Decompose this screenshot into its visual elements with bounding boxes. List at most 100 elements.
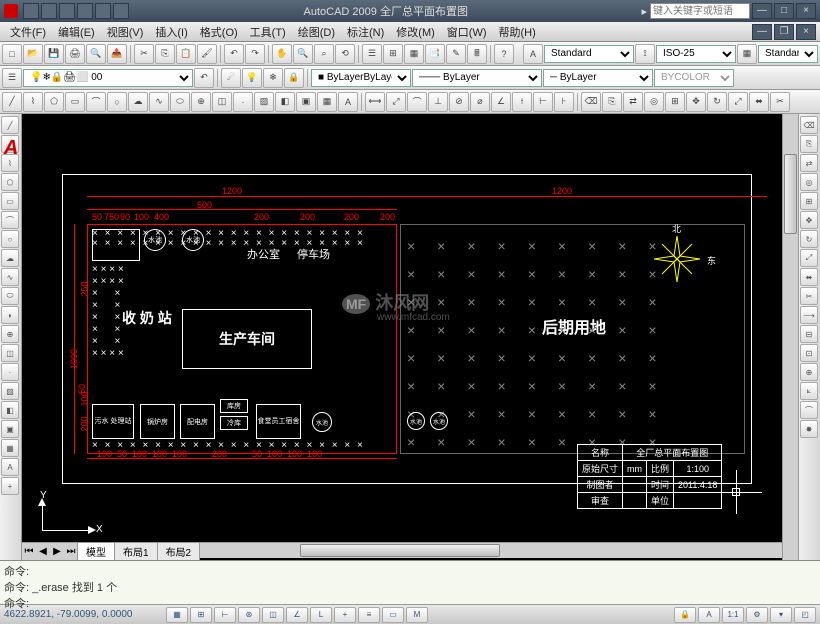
dc-icon[interactable]: ⊞ xyxy=(383,44,403,64)
dim-ang-icon[interactable]: ∠ xyxy=(491,92,511,112)
textstyle-icon[interactable]: A xyxy=(523,44,543,64)
menu-tools[interactable]: 工具(T) xyxy=(244,22,292,42)
menu-view[interactable]: 视图(V) xyxy=(101,22,150,42)
tab-prev-icon[interactable]: ◀ xyxy=(36,546,50,557)
revcloud-icon[interactable]: ☁ xyxy=(128,92,148,112)
zoomwin-icon[interactable]: ⌕ xyxy=(314,44,334,64)
break1-icon[interactable]: ⊟ xyxy=(800,325,818,343)
addsel-icon[interactable]: + xyxy=(1,477,19,495)
menu-format[interactable]: 格式(O) xyxy=(194,22,244,42)
menu-draw[interactable]: 绘图(D) xyxy=(292,22,341,42)
dim-rad-icon[interactable]: ⊘ xyxy=(449,92,469,112)
undo-icon[interactable]: ↶ xyxy=(224,44,244,64)
copy-icon[interactable]: ⎘ xyxy=(155,44,175,64)
dim-ali-icon[interactable]: ⤢ xyxy=(386,92,406,112)
preview-icon[interactable]: 🔍 xyxy=(86,44,106,64)
command-line[interactable]: 命令: 命令: _.erase 找到 1 个 命令: xyxy=(0,560,820,604)
tab-last-icon[interactable]: ⏭ xyxy=(64,546,78,557)
arc3-icon[interactable]: ⌒ xyxy=(1,211,19,229)
layer-mgr-icon[interactable]: ☰ xyxy=(2,68,22,88)
layer-dropdown[interactable]: 💡❄🔒🖨⬜ 00 xyxy=(23,69,193,87)
save-icon[interactable]: 💾 xyxy=(44,44,64,64)
tab-layout1[interactable]: 布局1 xyxy=(114,542,158,560)
mtext-icon[interactable]: A xyxy=(338,92,358,112)
new-icon[interactable]: □ xyxy=(2,44,22,64)
publish-icon[interactable]: 📤 xyxy=(107,44,127,64)
cut-icon[interactable]: ✂ xyxy=(134,44,154,64)
dim-arc-icon[interactable]: ⌒ xyxy=(407,92,427,112)
markup-icon[interactable]: ✎ xyxy=(446,44,466,64)
menu-insert[interactable]: 插入(I) xyxy=(149,22,193,42)
chamfer-icon[interactable]: ⟀ xyxy=(800,382,818,400)
circle2-icon[interactable]: ○ xyxy=(107,92,127,112)
qat-redo-icon[interactable] xyxy=(95,3,111,19)
spline2-icon[interactable]: ∿ xyxy=(1,268,19,286)
dim-lin-icon[interactable]: ⟷ xyxy=(365,92,385,112)
erase-icon[interactable]: ⌫ xyxy=(581,92,601,112)
arc2-icon[interactable]: ⌒ xyxy=(86,92,106,112)
scale2-icon[interactable]: ⤢ xyxy=(800,249,818,267)
close-button[interactable]: × xyxy=(796,3,816,19)
ellarc-icon[interactable]: ◗ xyxy=(1,306,19,324)
text-style-dropdown[interactable]: Standard xyxy=(544,45,634,63)
table2-icon[interactable]: ▦ xyxy=(1,439,19,457)
layer-iso-icon[interactable]: ☄ xyxy=(221,68,241,88)
extend-icon[interactable]: ⟶ xyxy=(800,306,818,324)
offset2-icon[interactable]: ◎ xyxy=(800,173,818,191)
rect2-icon[interactable]: ▭ xyxy=(1,192,19,210)
color-dropdown[interactable]: ■ ByLayerByLayer xyxy=(311,69,411,87)
stretch-icon[interactable]: ⬌ xyxy=(749,92,769,112)
plotstyle-dropdown[interactable]: BYCOLOR xyxy=(654,69,734,87)
scale-icon[interactable]: ⤢ xyxy=(728,92,748,112)
erase2-icon[interactable]: ⌫ xyxy=(800,116,818,134)
point3-icon[interactable]: · xyxy=(1,363,19,381)
menu-window[interactable]: 窗口(W) xyxy=(441,22,493,42)
layer-frz-icon[interactable]: ❄ xyxy=(263,68,283,88)
layer-off-icon[interactable]: 💡 xyxy=(242,68,262,88)
help-icon[interactable]: ? xyxy=(494,44,514,64)
rotate-icon[interactable]: ↻ xyxy=(707,92,727,112)
pan-icon[interactable]: ✋ xyxy=(272,44,292,64)
mirror-icon[interactable]: ⇄ xyxy=(623,92,643,112)
copy3-icon[interactable]: ⎘ xyxy=(800,135,818,153)
dim-style-dropdown[interactable]: ISO-25 xyxy=(656,45,736,63)
trim2-icon[interactable]: ✂ xyxy=(800,287,818,305)
help-search-input[interactable] xyxy=(650,3,750,19)
hatch2-icon[interactable]: ▨ xyxy=(254,92,274,112)
region-icon[interactable]: ▣ xyxy=(296,92,316,112)
fillet-icon[interactable]: ⌒ xyxy=(800,401,818,419)
layer-lock-icon[interactable]: 🔒 xyxy=(284,68,304,88)
break2-icon[interactable]: ⊡ xyxy=(800,344,818,362)
region2-icon[interactable]: ▣ xyxy=(1,420,19,438)
move2-icon[interactable]: ✥ xyxy=(800,211,818,229)
zoomprev-icon[interactable]: ⟲ xyxy=(335,44,355,64)
tp-icon[interactable]: ▦ xyxy=(404,44,424,64)
table-style-dropdown[interactable]: Standard xyxy=(758,45,818,63)
polygon-icon[interactable]: ⬠ xyxy=(44,92,64,112)
maximize-button[interactable]: □ xyxy=(774,3,794,19)
tablestyle-icon[interactable]: ▦ xyxy=(737,44,757,64)
copy2-icon[interactable]: ⎘ xyxy=(602,92,622,112)
array-icon[interactable]: ⊞ xyxy=(665,92,685,112)
redo-icon[interactable]: ↷ xyxy=(245,44,265,64)
zoom-icon[interactable]: 🔍 xyxy=(293,44,313,64)
gradient-icon[interactable]: ◧ xyxy=(275,92,295,112)
paste-icon[interactable]: 📋 xyxy=(176,44,196,64)
qat-print-icon[interactable] xyxy=(113,3,129,19)
array2-icon[interactable]: ⊞ xyxy=(800,192,818,210)
tab-first-icon[interactable]: ⏮ xyxy=(22,546,36,557)
insert2-icon[interactable]: ⊕ xyxy=(1,325,19,343)
qat-save-icon[interactable] xyxy=(59,3,75,19)
props-icon[interactable]: ☰ xyxy=(362,44,382,64)
point2-icon[interactable]: · xyxy=(233,92,253,112)
insert-icon[interactable]: ⊕ xyxy=(191,92,211,112)
dim-base-icon[interactable]: ⊢ xyxy=(533,92,553,112)
mtext2-icon[interactable]: A xyxy=(1,458,19,476)
spline-icon[interactable]: ∿ xyxy=(149,92,169,112)
menu-dim[interactable]: 标注(N) xyxy=(341,22,390,42)
drawing-canvas[interactable]: 1200 1200 500 400 50 750 90 100 200 200 … xyxy=(22,114,798,560)
mirror2-icon[interactable]: ⇄ xyxy=(800,154,818,172)
block-icon[interactable]: ◫ xyxy=(212,92,232,112)
match-icon[interactable]: 🖌 xyxy=(197,44,217,64)
dim-ord-icon[interactable]: ⊥ xyxy=(428,92,448,112)
